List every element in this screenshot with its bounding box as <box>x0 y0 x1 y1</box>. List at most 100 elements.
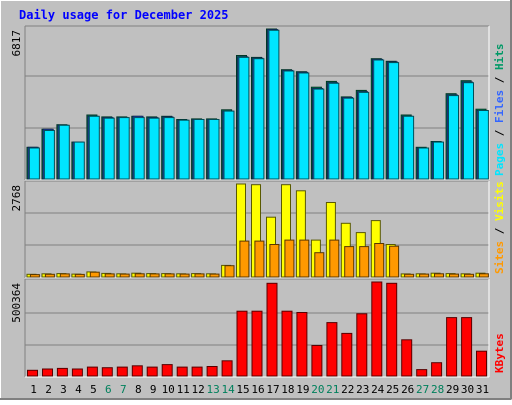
x-tick-label-day-13: 13 <box>206 383 219 396</box>
bar-pages-day-3 <box>58 124 70 180</box>
legend-separator: / <box>493 123 506 143</box>
bar-pages-day-13 <box>208 119 220 180</box>
bar-pages-day-5 <box>88 115 100 180</box>
bar-kbytes-day-22 <box>341 332 353 377</box>
bar-pages-day-2 <box>43 130 55 180</box>
x-tick-label-day-20: 20 <box>311 383 324 396</box>
bar-sites-day-5 <box>89 271 100 278</box>
bar-pages-day-21 <box>328 82 340 180</box>
bar-kbytes-day-6 <box>101 367 113 377</box>
bar-sites-day-22 <box>344 246 355 278</box>
x-tick-label-day-28: 28 <box>431 383 444 396</box>
bar-sites-day-7 <box>119 273 130 278</box>
x-tick-label-day-17: 17 <box>266 383 279 396</box>
bar-sites-day-31 <box>478 273 489 278</box>
bar-kbytes-day-17 <box>266 282 278 377</box>
bar-kbytes-day-2 <box>42 368 53 377</box>
bar-kbytes-day-16 <box>251 310 263 377</box>
bar-sites-day-4 <box>74 273 85 278</box>
bar-kbytes-day-13 <box>206 366 218 377</box>
bar-pages-day-20 <box>313 88 325 180</box>
bar-kbytes-day-30 <box>461 317 473 377</box>
x-tick-label-day-25: 25 <box>386 383 399 396</box>
bar-sites-day-30 <box>464 273 474 278</box>
bar-pages-day-10 <box>163 117 175 180</box>
x-tick-label-day-8: 8 <box>135 383 142 396</box>
bar-sites-day-27 <box>419 273 430 278</box>
x-tick-label-day-29: 29 <box>446 383 459 396</box>
bar-kbytes-day-12 <box>191 366 203 377</box>
bar-sites-day-8 <box>134 273 145 278</box>
panel-1: 6817 Pages / Files / Hits <box>10 25 506 181</box>
x-tick-label-day-18: 18 <box>281 383 294 396</box>
chart-panels: 6817 Pages / Files / Hits 2768 Sites / Visi… <box>10 25 506 378</box>
bar-kbytes-day-23 <box>356 313 368 377</box>
bar-pages-day-30 <box>463 82 474 180</box>
bar-sites-day-29 <box>449 273 459 278</box>
series-legend: Pages / Files / Hits <box>493 44 506 177</box>
y-max-label: 2768 <box>10 185 23 212</box>
x-tick-label-day-5: 5 <box>90 383 97 396</box>
bar-sites-day-9 <box>149 273 160 278</box>
y-max-label: 6817 <box>10 30 23 57</box>
bar-pages-day-11 <box>178 119 190 180</box>
bar-pages-day-18 <box>283 70 295 180</box>
bar-sites-day-10 <box>164 273 175 278</box>
bar-kbytes-day-10 <box>161 364 173 377</box>
x-tick-label-day-6: 6 <box>105 383 112 396</box>
x-tick-label-day-22: 22 <box>341 383 354 396</box>
bar-kbytes-day-18 <box>281 310 293 377</box>
x-tick-label-day-24: 24 <box>371 383 385 396</box>
x-tick-label-day-16: 16 <box>251 383 264 396</box>
bar-pages-day-25 <box>388 62 400 180</box>
x-tick-label-day-1: 1 <box>30 383 37 396</box>
legend-item-visits: Visits <box>493 181 506 221</box>
x-tick-label-day-21: 21 <box>326 383 339 396</box>
bar-sites-day-12 <box>194 273 205 278</box>
bar-kbytes-day-7 <box>116 366 128 377</box>
bar-kbytes-day-14 <box>221 360 233 377</box>
bar-sites-day-20 <box>314 252 325 278</box>
bar-pages-day-23 <box>358 91 370 180</box>
x-tick-label-day-10: 10 <box>162 383 175 396</box>
bar-pages-day-17 <box>268 29 280 180</box>
legend-item-kbytes: KBytes <box>493 333 506 373</box>
bar-kbytes-day-25 <box>386 282 398 377</box>
panel-3: 500364 KBytes <box>10 278 506 378</box>
bar-pages-day-1 <box>28 147 40 180</box>
bar-sites-day-26 <box>404 273 415 278</box>
x-tick-label-day-19: 19 <box>296 383 309 396</box>
x-tick-label-day-15: 15 <box>236 383 249 396</box>
x-tick-label-day-27: 27 <box>416 383 429 396</box>
x-tick-label-day-26: 26 <box>401 383 414 396</box>
legend-item-hits: Hits <box>493 44 506 71</box>
bar-pages-day-24 <box>373 59 385 180</box>
bar-pages-day-15 <box>238 56 250 180</box>
bar-kbytes-day-3 <box>56 367 68 377</box>
bar-sites-day-28 <box>434 273 444 278</box>
bar-sites-day-19 <box>299 239 310 278</box>
bar-pages-day-19 <box>298 72 310 180</box>
x-tick-label-day-7: 7 <box>120 383 127 396</box>
bar-kbytes-day-11 <box>176 366 188 377</box>
legend-item-pages: Pages <box>493 143 506 176</box>
x-tick-label-day-3: 3 <box>60 383 67 396</box>
series-legend: KBytes <box>493 333 506 373</box>
series-legend: Sites / Visits <box>493 181 506 274</box>
bar-kbytes-day-15 <box>236 310 248 377</box>
panel-2: 2768 Sites / Visits <box>10 180 506 279</box>
x-tick-label-day-30: 30 <box>461 383 474 396</box>
bar-pages-day-8 <box>133 117 145 180</box>
x-tick-label-day-14: 14 <box>221 383 235 396</box>
bar-sites-day-17 <box>269 244 280 278</box>
x-tick-label-day-12: 12 <box>191 383 204 396</box>
bar-pages-day-4 <box>73 141 85 180</box>
bar-sites-day-2 <box>44 273 55 278</box>
bar-pages-day-6 <box>103 117 115 180</box>
bar-pages-day-16 <box>253 58 265 180</box>
bar-kbytes-day-19 <box>296 312 308 377</box>
bar-kbytes-day-24 <box>371 281 383 377</box>
bar-pages-day-9 <box>148 117 160 180</box>
legend-separator: / <box>493 70 506 90</box>
